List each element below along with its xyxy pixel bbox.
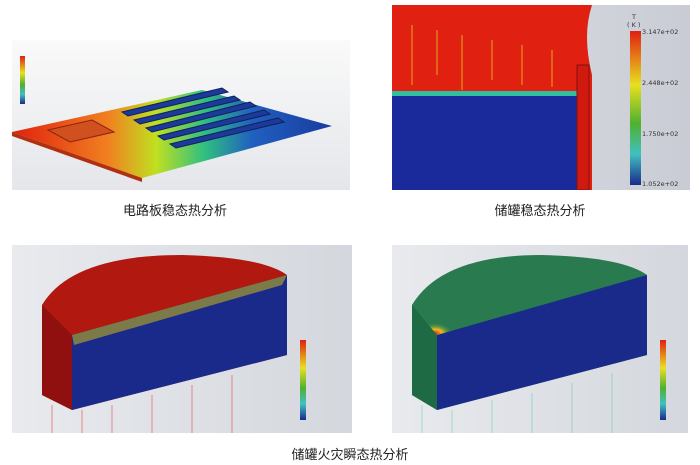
caption-tank-steady: 储罐稳态热分析 [494,204,586,219]
heat-sink-fins [120,87,286,149]
legend-tick: 3.147e+02 [642,28,678,36]
chip [46,119,116,143]
legend-tick: 2.448e+02 [642,79,678,87]
caption-pcb: 电路板稳态热分析 [122,204,227,219]
temperature-legend-bar [660,340,666,420]
tank-interior [392,95,577,190]
temperature-legend-bar [630,31,641,185]
color-legend-bar [20,56,25,104]
tank-steady-thermal-image: T ( K ) 3.147e+02 2.448e+02 1.750e+02 1.… [392,5,690,190]
caption-tank-fire: 储罐火灾瞬态热分析 [291,448,409,463]
tank-fire-thermal-image-2 [392,245,688,433]
temperature-legend-bar [300,340,306,420]
legend-tick: 1.750e+02 [642,130,678,138]
tank-fire-thermal-image-1 [12,245,352,433]
legend-tick: 1.052e+02 [642,180,678,188]
pcb-thermal-image [12,40,350,190]
legend-unit: ( K ) [627,21,640,29]
legend-title: T [631,13,636,21]
